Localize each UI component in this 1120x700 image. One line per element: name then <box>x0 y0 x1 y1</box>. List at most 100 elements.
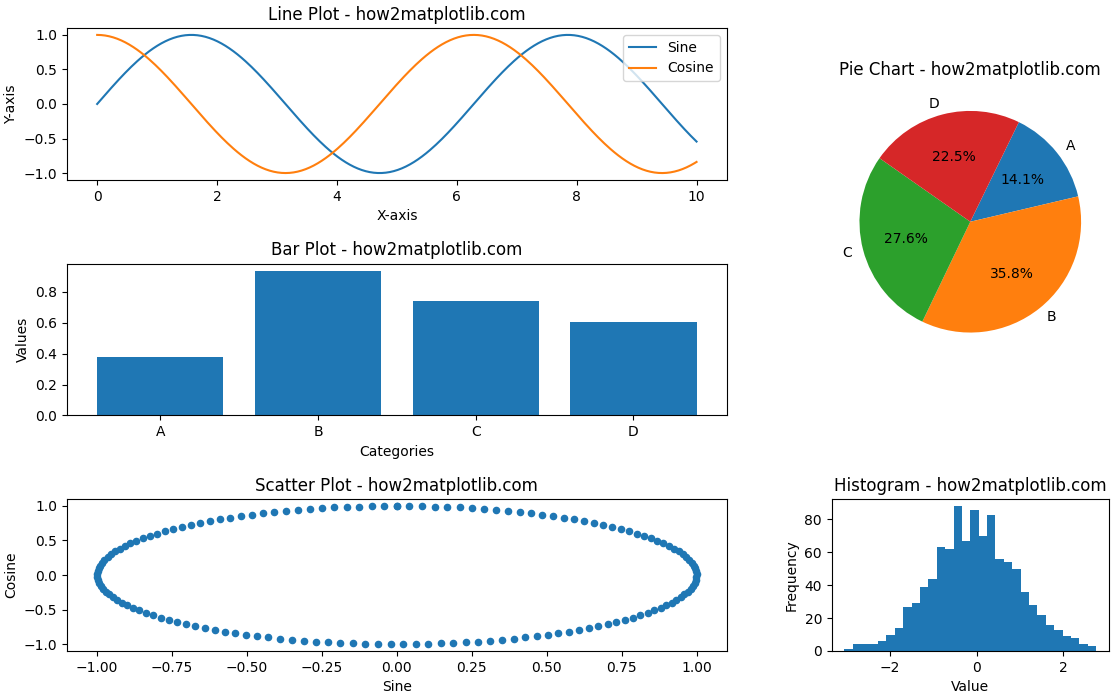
Point <box>616 615 634 626</box>
Point <box>516 632 534 643</box>
Bar <box>936 547 945 651</box>
Text: 35.8%: 35.8% <box>990 267 1034 281</box>
Bar <box>1020 592 1029 651</box>
Bar <box>895 628 903 651</box>
Point <box>196 622 214 634</box>
Point <box>226 628 244 639</box>
Point <box>216 626 234 637</box>
Point <box>156 526 174 537</box>
Point <box>232 510 250 522</box>
Point <box>450 502 468 513</box>
Point <box>612 524 629 535</box>
Title: Pie Chart - how2matplotlib.com: Pie Chart - how2matplotlib.com <box>839 61 1101 79</box>
X-axis label: Value: Value <box>951 680 989 694</box>
Bar <box>987 514 996 651</box>
Bar <box>1054 629 1063 651</box>
Sine <box>451 118 465 126</box>
Point <box>624 612 642 623</box>
Point <box>401 500 419 512</box>
Bar <box>920 587 928 651</box>
Point <box>101 589 119 600</box>
Point <box>249 631 267 642</box>
Point <box>211 514 228 525</box>
Point <box>141 531 159 542</box>
Point <box>498 505 516 517</box>
Wedge shape <box>970 122 1079 222</box>
Point <box>684 580 702 592</box>
Bar <box>1037 615 1046 651</box>
Point <box>206 624 224 636</box>
Point <box>505 633 523 644</box>
Point <box>128 536 146 547</box>
Point <box>407 638 424 650</box>
Bar <box>953 506 962 651</box>
Point <box>645 605 663 616</box>
Text: 22.5%: 22.5% <box>932 150 976 164</box>
Point <box>566 514 584 525</box>
Point <box>88 566 106 577</box>
Point <box>111 543 129 554</box>
Point <box>560 626 578 637</box>
Point <box>88 568 106 580</box>
Point <box>312 503 330 514</box>
Bar <box>1029 605 1037 651</box>
Sine <box>373 169 386 177</box>
Point <box>685 578 703 589</box>
Cosine <box>690 158 703 166</box>
Point <box>539 629 557 641</box>
Point <box>679 586 697 597</box>
Bar <box>1004 562 1012 651</box>
Point <box>688 568 706 580</box>
X-axis label: X-axis: X-axis <box>376 209 418 223</box>
Point <box>675 589 693 600</box>
Point <box>177 619 195 630</box>
Bar <box>878 641 886 651</box>
Point <box>300 503 318 514</box>
Title: Bar Plot - how2matplotlib.com: Bar Plot - how2matplotlib.com <box>271 241 523 259</box>
Point <box>469 636 487 647</box>
Point <box>657 600 675 611</box>
Point <box>237 629 255 641</box>
Text: D: D <box>928 97 940 111</box>
Point <box>137 608 155 619</box>
Sine <box>185 31 198 39</box>
Bar <box>1046 624 1054 651</box>
Point <box>319 637 337 648</box>
Point <box>332 637 349 648</box>
Text: 27.6%: 27.6% <box>884 232 927 246</box>
Point <box>438 501 456 512</box>
Point <box>682 583 700 594</box>
Point <box>130 605 148 616</box>
Point <box>688 566 706 577</box>
Point <box>160 615 178 626</box>
Point <box>351 501 368 512</box>
Line: Sine: Sine <box>97 35 697 173</box>
Y-axis label: Cosine: Cosine <box>4 552 18 598</box>
Wedge shape <box>923 197 1081 332</box>
Point <box>375 500 393 512</box>
X-axis label: Categories: Categories <box>360 444 435 458</box>
Text: 14.1%: 14.1% <box>1000 173 1044 187</box>
Point <box>635 531 653 542</box>
Point <box>680 554 698 566</box>
X-axis label: Sine: Sine <box>382 680 412 694</box>
Point <box>91 578 109 589</box>
Sine <box>637 80 651 88</box>
Wedge shape <box>879 111 1019 222</box>
Point <box>475 503 493 514</box>
Point <box>88 572 106 583</box>
Point <box>638 608 656 619</box>
Y-axis label: Y-axis: Y-axis <box>4 84 18 124</box>
Point <box>382 638 400 650</box>
Point <box>688 572 706 583</box>
Point <box>585 517 603 528</box>
Bar <box>852 645 861 651</box>
Point <box>148 528 166 539</box>
Point <box>522 508 540 519</box>
Bar <box>903 607 912 651</box>
Point <box>94 583 112 594</box>
Point <box>260 632 278 643</box>
Cosine <box>449 34 463 42</box>
Title: Line Plot - how2matplotlib.com: Line Plot - how2matplotlib.com <box>268 6 525 24</box>
Point <box>627 528 645 539</box>
